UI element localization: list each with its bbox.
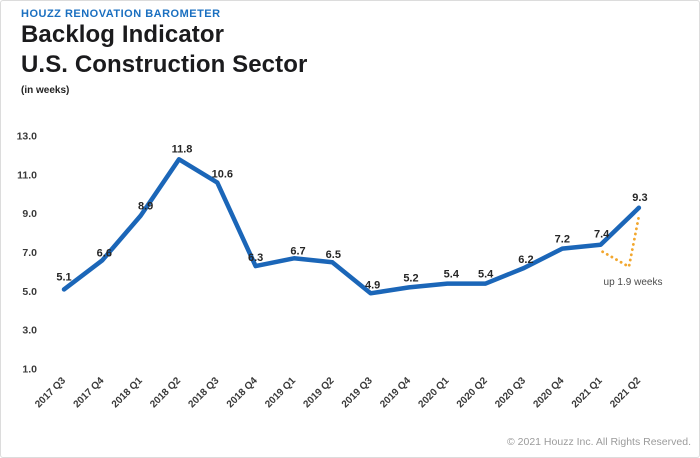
y-axis-tick-label: 9.0 — [22, 208, 37, 220]
x-axis-tick-label: 2019 Q3 — [340, 375, 375, 410]
y-axis-tick-label: 3.0 — [22, 325, 37, 337]
y-axis-tick-label: 5.0 — [22, 286, 37, 298]
x-axis-tick-label: 2019 Q4 — [378, 375, 413, 410]
data-point-label: 6.7 — [290, 245, 305, 257]
x-axis-tick-label: 2020 Q4 — [531, 375, 566, 410]
x-axis-tick-label: 2021 Q2 — [608, 375, 643, 410]
data-point-label: 5.4 — [444, 269, 460, 281]
data-point-label: 9.3 — [632, 192, 647, 204]
data-point-label: 6.6 — [97, 247, 112, 259]
x-axis-tick-label: 2018 Q1 — [110, 375, 145, 410]
data-point-label: 5.2 — [403, 272, 418, 284]
x-axis-tick-label: 2017 Q4 — [72, 375, 107, 410]
data-point-label: 7.2 — [555, 234, 570, 246]
chart-header: HOUZZ RENOVATION BAROMETER Backlog Indic… — [21, 8, 307, 96]
data-point-label: 4.9 — [365, 279, 380, 291]
x-axis-tick-label: 2020 Q2 — [455, 375, 490, 410]
data-point-label: 6.5 — [326, 249, 341, 261]
data-point-label: 6.2 — [518, 254, 533, 266]
x-axis-tick-label: 2020 Q1 — [417, 375, 452, 410]
eyebrow-label: HOUZZ RENOVATION BAROMETER — [21, 8, 221, 20]
data-point-label: 5.1 — [56, 271, 71, 283]
x-axis-tick-label: 2018 Q2 — [148, 375, 183, 410]
x-axis-tick-label: 2020 Q3 — [493, 375, 528, 410]
data-point-label: 10.6 — [212, 169, 233, 181]
annotation-dotted-line — [601, 214, 641, 269]
data-point-label: 6.3 — [248, 252, 263, 264]
x-axis-tick-label: 2019 Q2 — [302, 375, 337, 410]
x-axis-tick-label: 2017 Q3 — [33, 375, 68, 410]
x-axis-tick-label: 2019 Q1 — [263, 375, 298, 410]
y-axis-tick-label: 13.0 — [17, 130, 38, 142]
chart-title-line1: Backlog Indicator — [21, 21, 225, 48]
copyright-text: © 2021 Houzz Inc. All Rights Reserved. — [507, 436, 691, 448]
data-line — [61, 157, 642, 296]
units-label: (in weeks) — [21, 85, 70, 96]
data-point-label: 5.4 — [478, 269, 494, 281]
annotation-text: up 1.9 weeks — [604, 277, 663, 288]
y-axis-tick-label: 7.0 — [22, 247, 37, 259]
data-point-label: 8.9 — [138, 201, 153, 213]
y-axis-tick-label: 11.0 — [17, 169, 37, 181]
data-point-label: 11.8 — [172, 143, 193, 155]
x-axis-tick-label: 2018 Q3 — [187, 375, 222, 410]
data-point-label: 7.4 — [594, 229, 610, 241]
y-axis-tick-label: 1.0 — [22, 364, 37, 376]
chart-title-line2: U.S. Construction Sector — [21, 51, 308, 78]
x-axis-tick-label: 2021 Q1 — [570, 375, 605, 410]
x-axis-tick-label: 2018 Q4 — [225, 375, 260, 410]
